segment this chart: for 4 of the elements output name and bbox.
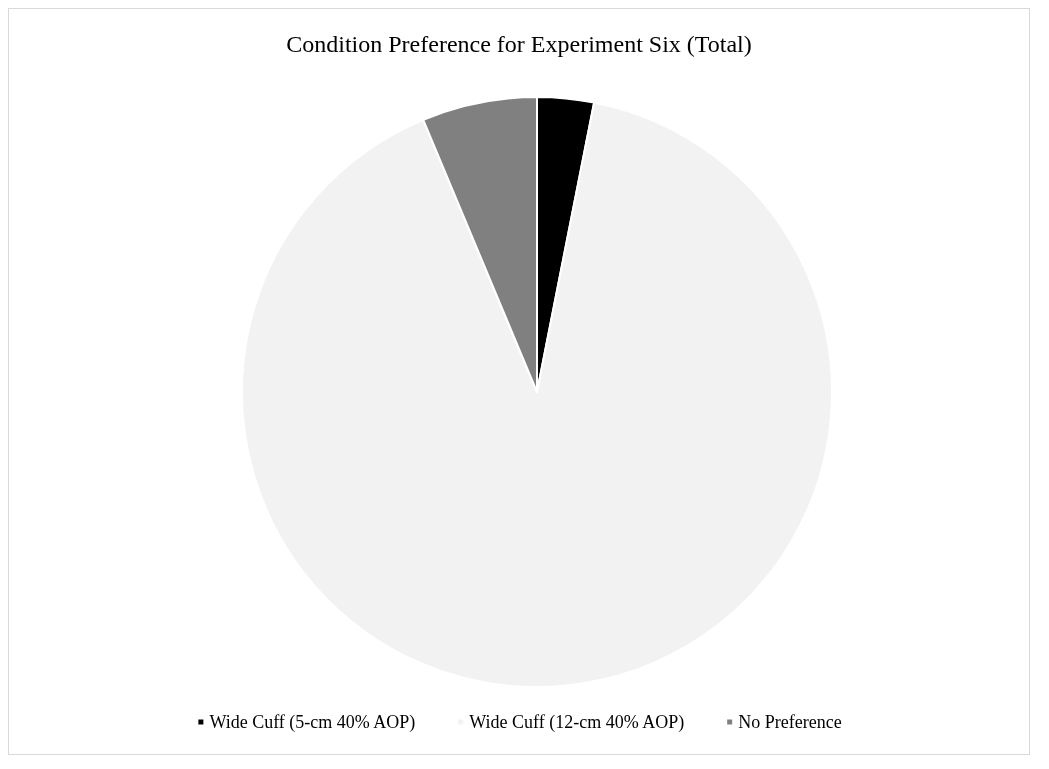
legend-label: Wide Cuff (12-cm 40% AOP) <box>469 712 685 733</box>
chart-title: Condition Preference for Experiment Six (Total) <box>286 31 752 57</box>
legend-label: Wide Cuff (5-cm 40% AOP) <box>209 712 416 733</box>
legend-label: No Preference <box>738 712 842 732</box>
